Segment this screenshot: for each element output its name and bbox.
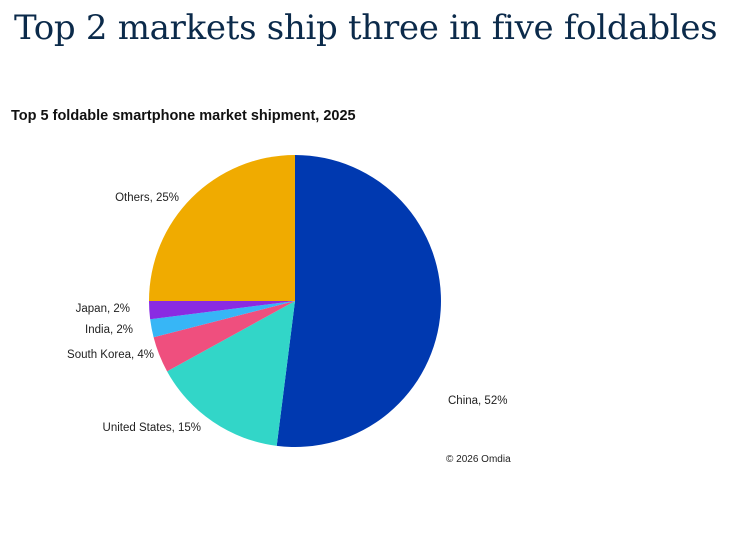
pie-label-united-states: United States, 15% xyxy=(103,422,201,434)
pie-slices xyxy=(149,155,441,447)
pie-label-japan: Japan, 2% xyxy=(76,303,130,315)
pie-label-others: Others, 25% xyxy=(115,192,179,204)
pie-label-south-korea: South Korea, 4% xyxy=(67,349,154,361)
pie-slice-japan xyxy=(149,301,295,320)
pie-labels: China, 52% United States, 15% South Korea,… xyxy=(67,192,507,434)
chart-title: Top 5 foldable smartphone market shipmen… xyxy=(11,108,356,124)
pie-slice-united-states xyxy=(167,301,295,446)
pie-slice-south-korea xyxy=(153,301,295,372)
pie-slice-china xyxy=(276,155,441,447)
pie-slice-india xyxy=(150,301,295,338)
pie-slice-others xyxy=(149,155,295,301)
pie-label-china: China, 52% xyxy=(448,395,507,407)
source-credit: © 2026 Omdia xyxy=(446,454,511,465)
page-headline: Top 2 markets ship three in five foldabl… xyxy=(14,8,718,48)
pie-label-india: India, 2% xyxy=(85,324,133,336)
